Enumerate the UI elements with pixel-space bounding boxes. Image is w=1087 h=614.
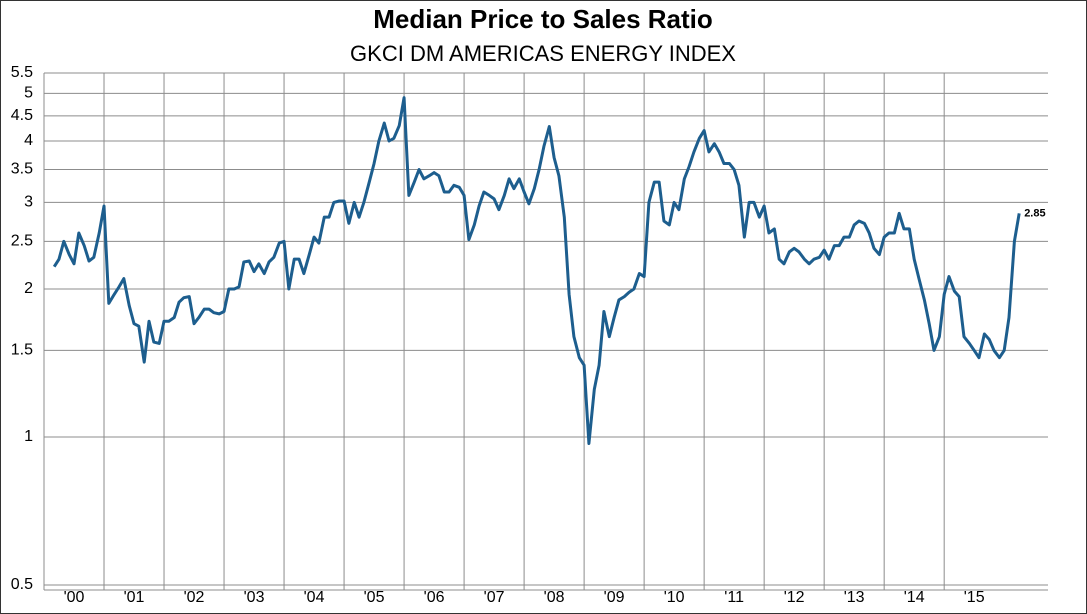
x-tick-label: '11 xyxy=(724,589,744,606)
y-tick-label: 0.5 xyxy=(11,576,33,593)
y-tick-label: 5.5 xyxy=(11,64,33,81)
x-tick-label: '07 xyxy=(484,589,505,606)
x-tick-label: '12 xyxy=(784,589,805,606)
y-tick-label: 2 xyxy=(24,280,33,297)
data-label: 2.85 xyxy=(1024,207,1045,219)
x-tick-label: '06 xyxy=(424,589,445,606)
y-tick-label: 2.5 xyxy=(11,233,33,250)
x-tick-label: '05 xyxy=(364,589,385,606)
chart-title: Median Price to Sales Ratio xyxy=(373,4,713,34)
chart-subtitle: GKCI DM AMERICAS ENERGY INDEX xyxy=(350,41,736,66)
x-tick-label: '15 xyxy=(964,589,985,606)
x-tick-label: '09 xyxy=(604,589,625,606)
x-tick-label: '13 xyxy=(844,589,865,606)
y-tick-label: 1 xyxy=(24,428,33,445)
x-tick-label: '10 xyxy=(664,589,685,606)
y-tick-label: 1.5 xyxy=(11,342,33,359)
x-tick-label: '03 xyxy=(244,589,265,606)
y-tick-label: 4 xyxy=(24,132,33,149)
x-tick-label: '14 xyxy=(904,589,925,606)
x-tick-label: '00 xyxy=(64,589,85,606)
y-tick-label: 3 xyxy=(24,194,33,211)
x-tick-label: '02 xyxy=(184,589,205,606)
y-tick-label: 4.5 xyxy=(11,107,33,124)
y-tick-label: 5 xyxy=(24,85,33,102)
x-tick-label: '01 xyxy=(124,589,145,606)
x-tick-label: '04 xyxy=(304,589,325,606)
y-tick-label: 3.5 xyxy=(11,161,33,178)
x-tick-label: '08 xyxy=(544,589,565,606)
data-line xyxy=(52,96,1021,445)
